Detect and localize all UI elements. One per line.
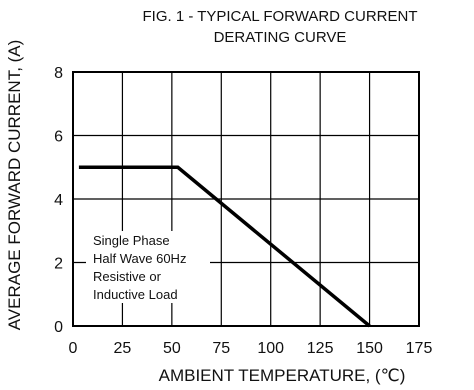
series-group: [78, 165, 371, 328]
annotation-line-2: Half Wave 60Hz: [93, 251, 186, 266]
x-tick-label-1: 25: [114, 340, 132, 357]
x-tick-label-5: 125: [307, 340, 334, 357]
y-axis-label: AVERAGE FORWARD CURRENT, (A): [5, 40, 24, 331]
x-tick-label-0: 0: [69, 340, 78, 357]
chart-title-line-1: FIG. 1 - TYPICAL FORWARD CURRENT: [142, 8, 417, 25]
derating-curve-line-0: [78, 165, 371, 328]
plot-frame: [72, 71, 420, 327]
x-axis-label: AMBIENT TEMPERATURE, (℃): [159, 366, 406, 385]
x-tick-label-7: 175: [406, 340, 433, 357]
tick-labels: 0 25 50 75 100 125 150 175 0 2 4 6 8: [54, 65, 432, 357]
x-tick-label-3: 75: [212, 340, 230, 357]
annotation-line-3: Resistive or: [93, 269, 162, 284]
x-tick-label-2: 50: [163, 340, 181, 357]
y-tick-label-2: 4: [54, 192, 63, 209]
y-tick-label-0: 0: [54, 319, 63, 336]
x-tick-label-4: 100: [257, 340, 284, 357]
chart-title-line-2: DERATING CURVE: [214, 29, 347, 46]
annotation-line-4: Inductive Load: [93, 287, 178, 302]
annotation-line-1: Single Phase: [93, 233, 170, 248]
y-tick-label-3: 6: [54, 129, 63, 146]
y-tick-label-1: 2: [54, 256, 63, 273]
y-tick-label-4: 8: [54, 65, 63, 82]
annotation-box: [86, 231, 210, 303]
x-tick-label-6: 150: [356, 340, 383, 357]
